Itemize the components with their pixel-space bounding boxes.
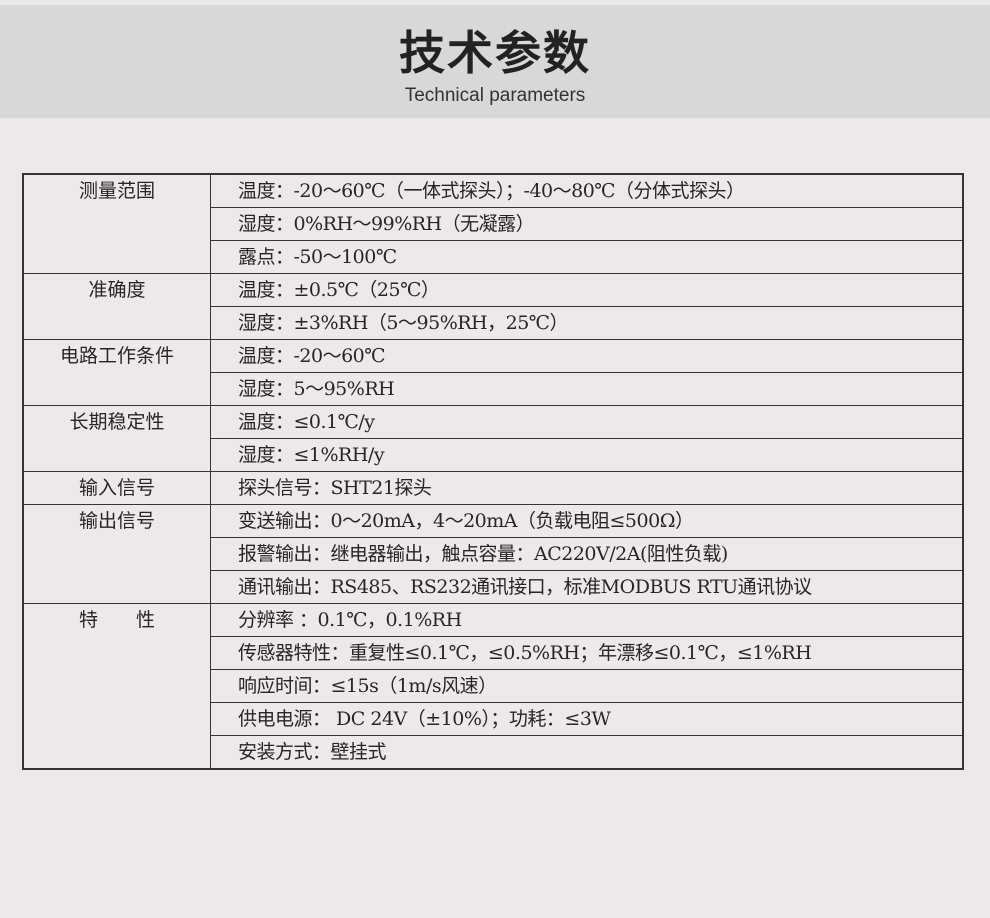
- table-row: 准确度 温度：±0.5℃（25℃）: [22, 273, 964, 340]
- parameter-category: 特 性: [22, 603, 211, 770]
- parameter-value: 报警输出：继电器输出，触点容量：AC220V/2A(阻性负载): [210, 537, 964, 571]
- table-row: 报警输出：继电器输出，触点容量：AC220V/2A(阻性负载): [23, 537, 964, 571]
- table-row: 特 性分辨率 ：0.1℃，0.1%RH: [22, 603, 964, 770]
- parameter-value: 温度：-20～60℃: [210, 339, 964, 373]
- page-subtitle: Technical parameters: [404, 85, 586, 106]
- parameter-value: 露点：-50～100℃: [210, 240, 964, 274]
- parameter-value: 温度：-20～60℃（一体式探头）；-40～80℃（分体式探头）: [210, 173, 964, 208]
- table-row: 输出信号 变送输出：0～20mA，4～20mA（负载电阻≤500Ω）: [22, 504, 964, 604]
- table-row: 测量范围 温度：-20～60℃（一体式探头）；-40～80℃（分体式探头）: [22, 173, 964, 274]
- table-row: 通讯输出：RS485、RS232通讯接口，标准MODBUS RTU通讯协议: [23, 570, 964, 604]
- parameter-value: 响应时间：≤15s（1m/s风速）: [210, 669, 964, 703]
- parameter-category: 输入信号: [22, 471, 211, 505]
- header-banner: 技术参数 Technical parameters: [0, 5, 990, 118]
- parameter-value: 温度：±0.5℃（25℃）: [210, 273, 964, 307]
- parameter-value: 通讯输出：RS485、RS232通讯接口，标准MODBUS RTU通讯协议: [210, 570, 964, 604]
- parameter-value: 安装方式：壁挂式: [210, 735, 964, 770]
- table-row: 露点：-50～100℃: [23, 240, 964, 274]
- parameter-value: 湿度：5～95%RH: [210, 372, 964, 406]
- parameters-table: 测量范围 温度：-20～60℃（一体式探头）；-40～80℃（分体式探头） 湿度：0…: [22, 173, 964, 770]
- parameter-category: 准确度: [22, 273, 211, 340]
- parameter-value: 湿度：±3%RH（5～95%RH，25℃）: [210, 306, 964, 340]
- page-title: 技术参数: [399, 26, 591, 80]
- table-row: 输入信号 探头信号：SHT21探头: [22, 471, 964, 505]
- table-row: 长期稳定性 温度：≤0.1℃/y: [22, 405, 964, 472]
- table-row: 供电电源： DC 24V（±10%）；功耗：≤3W: [23, 702, 964, 736]
- parameter-value: 分辨率 ：0.1℃，0.1%RH: [210, 603, 964, 637]
- table-row: 响应时间：≤15s（1m/s风速）: [23, 669, 964, 703]
- parameter-category: 测量范围: [22, 173, 211, 274]
- table-row: 湿度：5～95%RH: [23, 372, 964, 406]
- parameter-category: 电路工作条件: [22, 339, 211, 406]
- parameter-value: 湿度：0%RH～99%RH（无凝露）: [210, 207, 964, 241]
- table-row: 湿度：≤1%RH/y: [23, 438, 964, 472]
- parameter-value: 传感器特性：重复性≤0.1℃，≤0.5%RH；年漂移≤0.1℃，≤1%RH: [210, 636, 964, 670]
- parameter-value: 湿度：≤1%RH/y: [210, 438, 964, 472]
- table-row: 传感器特性：重复性≤0.1℃，≤0.5%RH；年漂移≤0.1℃，≤1%RH: [23, 636, 964, 670]
- parameter-value: 温度：≤0.1℃/y: [210, 405, 964, 439]
- parameter-category: 长期稳定性: [22, 405, 211, 472]
- table-row: 电路工作条件 温度：-20～60℃: [22, 339, 964, 406]
- table-row: 安装方式：壁挂式: [23, 735, 964, 770]
- table-row: 湿度：0%RH～99%RH（无凝露）: [23, 207, 964, 241]
- parameter-value: 变送输出：0～20mA，4～20mA（负载电阻≤500Ω）: [210, 504, 964, 538]
- parameter-category: 输出信号: [22, 504, 211, 604]
- parameter-value: 供电电源： DC 24V（±10%）；功耗：≤3W: [210, 702, 964, 736]
- parameter-value: 探头信号：SHT21探头: [210, 471, 964, 505]
